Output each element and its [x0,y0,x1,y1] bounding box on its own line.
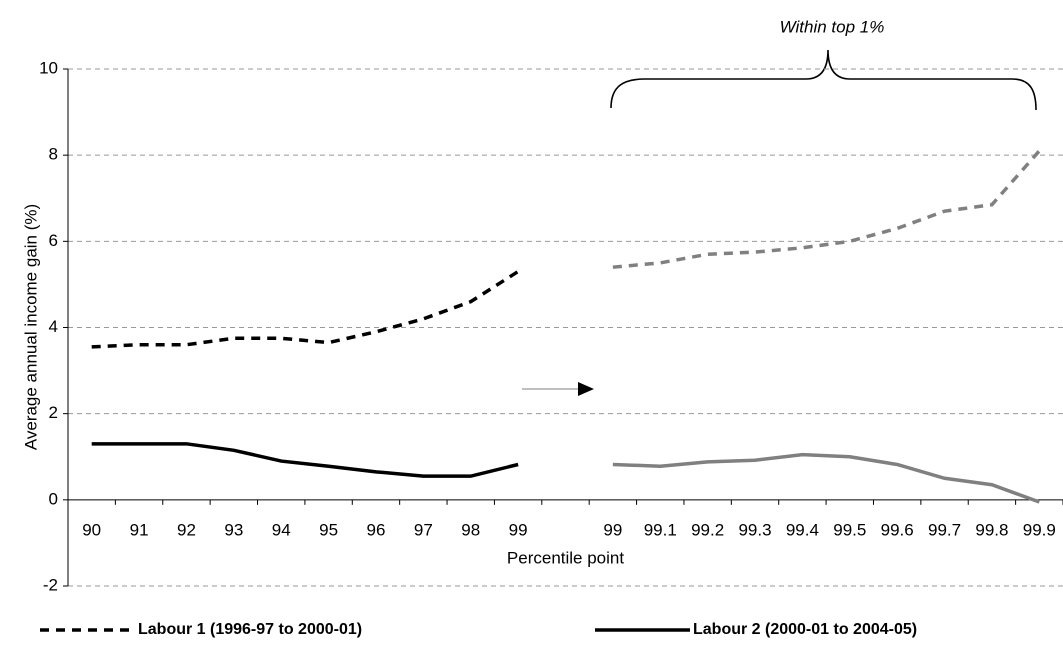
x-axis-label: Percentile point [507,548,624,567]
brace [610,49,1037,111]
x-tick-label: 96 [367,520,386,539]
y-tick-label: 4 [49,317,58,336]
x-tick-label: 99.1 [644,520,677,539]
y-tick-label: 10 [39,58,58,77]
y-tick-label: 8 [49,145,58,164]
x-tick-label: 97 [414,520,433,539]
x-tick-label: 99.6 [881,520,914,539]
legend-label: Labour 2 (2000-01 to 2004-05) [693,621,917,638]
x-tick-label: 92 [177,520,196,539]
x-tick-label: 99.5 [833,520,866,539]
series-line [612,452,1040,504]
x-tick-label: 99 [509,520,528,539]
series-line [91,442,519,478]
series-line [612,149,1041,269]
x-tick-label: 95 [319,520,338,539]
arrow-head [578,382,594,396]
x-tick-label: 91 [130,520,149,539]
y-tick-label: 0 [49,489,58,508]
x-tick-label: 93 [224,520,243,539]
x-tick-label: 98 [461,520,480,539]
y-tick-label: 2 [49,403,58,422]
x-tick-label: 99.3 [738,520,771,539]
y-axis-label: Average annual income gain (%) [21,204,40,450]
x-tick-label: 99.7 [928,520,961,539]
x-tick-label: 94 [272,520,291,539]
series-line [91,270,520,349]
x-tick-label: 99.8 [975,520,1008,539]
y-tick-label: -2 [43,575,58,594]
legend-label: Labour 1 (1996-97 to 2000-01) [138,621,362,638]
y-tick-label: 6 [49,231,58,250]
x-tick-label: 99 [603,520,622,539]
x-tick-label: 99.4 [786,520,819,539]
x-tick-label: 90 [82,520,101,539]
annotation: Within top 1% [780,17,885,36]
x-tick-label: 99.9 [1023,520,1056,539]
x-tick-label: 99.2 [691,520,724,539]
